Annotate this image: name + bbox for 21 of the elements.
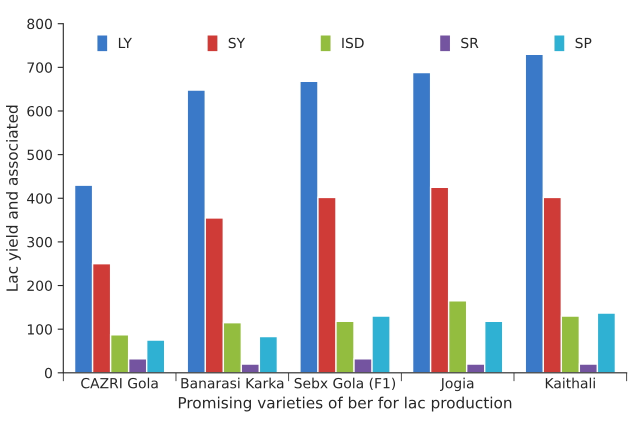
- y-tick-label: 600: [27, 106, 52, 116]
- y-tick-label: 700: [28, 62, 52, 73]
- x-tick-label: Sebx Gola (F1): [294, 378, 396, 390]
- legend-label: SP: [576, 38, 592, 48]
- y-tick-label: 500: [27, 150, 52, 160]
- x-axis-title: Promising varieties of ber for lac production: [178, 396, 512, 412]
- y-tick-label: 0: [44, 368, 52, 378]
- legend-label: LY: [118, 38, 132, 48]
- legend-label: SR: [461, 38, 478, 48]
- x-tick-label: CAZRI Gola: [81, 378, 158, 388]
- x-tick-label: Banarasi Karka: [181, 378, 284, 388]
- x-tick-label: Jogia: [440, 378, 474, 392]
- x-tick-label: Kaithali: [546, 378, 595, 388]
- y-tick-label: 100: [28, 324, 52, 335]
- y-axis-title: Lac yield and associated: [6, 106, 21, 291]
- legend-label: SY: [228, 38, 246, 48]
- y-tick-label: 400: [27, 193, 52, 204]
- y-tick-label: 200: [27, 280, 52, 292]
- y-tick-label: 800: [27, 18, 52, 30]
- legend-label: ISD: [342, 38, 364, 48]
- y-tick-label: 300: [27, 236, 52, 248]
